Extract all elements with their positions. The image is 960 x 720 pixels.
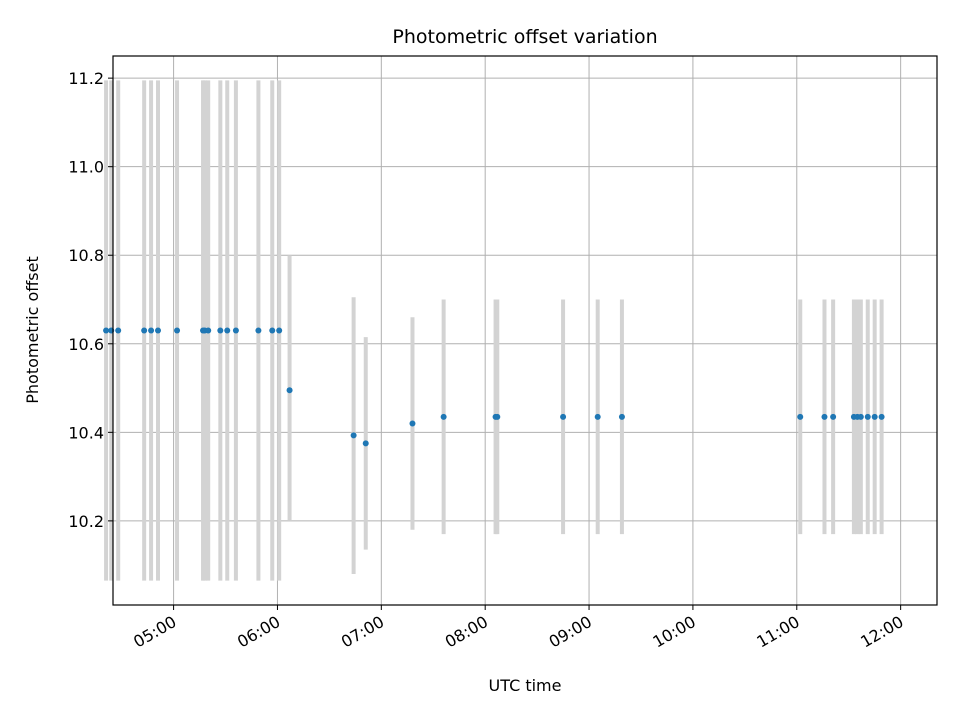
y-tick-label: 11.0 [68,158,104,177]
data-point [878,413,885,420]
data-point [155,327,162,334]
y-axis-label: Photometric offset [23,256,42,404]
x-axis-label: UTC time [489,676,562,695]
data-point [174,327,181,334]
data-point [362,440,369,447]
y-axis-ticks: 10.2 10.4 10.6 10.8 11.0 11.2 [68,69,113,531]
data-point [821,413,828,420]
data-point [350,432,357,439]
data-point [286,387,293,394]
data-point [115,327,122,334]
data-point [224,327,231,334]
chart-title: Photometric offset variation [392,26,657,48]
y-tick-label: 10.6 [68,335,104,354]
data-point [409,420,416,427]
data-point [594,413,601,420]
grid [113,56,937,605]
data-point [205,327,212,334]
data-point [141,327,148,334]
data-point [103,327,110,334]
data-point [864,413,871,420]
data-point [269,327,276,334]
y-tick-label: 11.2 [68,69,104,88]
data-point [494,413,501,420]
data-point [440,413,447,420]
data-points [103,327,885,447]
data-point [255,327,262,334]
data-point [797,413,804,420]
data-point [560,413,567,420]
data-point [276,327,283,334]
data-point [871,413,878,420]
data-point [217,327,224,334]
data-point [618,413,625,420]
plot-frame [112,55,938,606]
y-tick-label: 10.8 [68,246,104,265]
y-tick-label: 10.2 [68,512,104,531]
data-point [148,327,155,334]
data-point [232,327,239,334]
data-point [830,413,837,420]
y-tick-label: 10.4 [68,423,104,442]
data-point [857,413,864,420]
